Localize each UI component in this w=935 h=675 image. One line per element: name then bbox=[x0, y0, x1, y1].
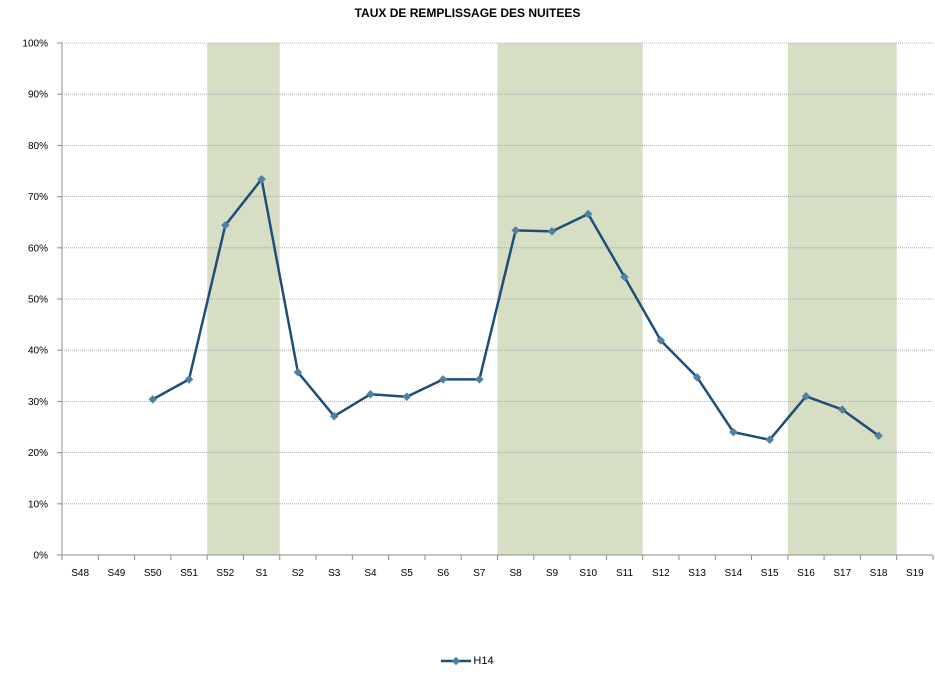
y-tick-label: 60% bbox=[28, 243, 48, 254]
x-tick-label: S5 bbox=[401, 568, 414, 579]
x-tick-label: S13 bbox=[688, 568, 706, 579]
data-point bbox=[874, 431, 883, 440]
data-point bbox=[329, 412, 339, 421]
data-point bbox=[438, 375, 448, 384]
x-tick-label: S4 bbox=[364, 568, 377, 579]
x-tick-label: S7 bbox=[473, 568, 486, 579]
y-tick-label: 50% bbox=[28, 295, 48, 306]
data-point bbox=[148, 395, 157, 404]
data-point bbox=[184, 375, 194, 384]
data-point bbox=[402, 392, 412, 402]
x-tick-label: S16 bbox=[797, 568, 815, 579]
x-tick-label: S50 bbox=[144, 568, 162, 579]
chart-title: TAUX DE REMPLISSAGE DES NUITEES bbox=[354, 6, 581, 20]
x-axis-tick-labels: S48 S49 S50 S51 S52 S1 S2 S3 S4 S5 S6 S7 S8 S9 S10 S11 S… bbox=[71, 568, 924, 579]
y-tick-label: 10% bbox=[28, 499, 48, 510]
x-tick-label: S14 bbox=[724, 568, 742, 579]
data-point bbox=[221, 221, 230, 230]
data-point bbox=[729, 427, 738, 437]
data-point bbox=[692, 373, 702, 382]
x-tick-label: S48 bbox=[71, 568, 89, 579]
x-tick-label: S10 bbox=[579, 568, 597, 579]
data-point bbox=[293, 367, 303, 377]
y-tick-label: 100% bbox=[22, 39, 48, 50]
x-tick-label: S49 bbox=[108, 568, 126, 579]
x-tick-label: S9 bbox=[546, 568, 559, 579]
data-point bbox=[257, 174, 266, 184]
data-point bbox=[838, 405, 847, 414]
y-tick-label: 80% bbox=[28, 141, 48, 152]
y-tick-label: 90% bbox=[28, 90, 48, 101]
data-point bbox=[765, 435, 774, 445]
x-tick-label: S2 bbox=[292, 568, 305, 579]
y-tick-label: 70% bbox=[28, 192, 48, 203]
data-point bbox=[475, 375, 484, 384]
y-tick-label: 20% bbox=[28, 448, 48, 459]
y-axis-tick-labels: 0% 10% 20% 30% 40% 50% 60% 70% 80% 90% 100% bbox=[22, 39, 48, 562]
x-tick-label: S8 bbox=[510, 568, 523, 579]
axes bbox=[57, 42, 934, 560]
x-tick-label: S15 bbox=[761, 568, 779, 579]
x-tick-label: S6 bbox=[437, 568, 450, 579]
legend-swatch-h14 bbox=[441, 656, 472, 666]
x-tick-label: S19 bbox=[906, 568, 924, 579]
series-h14 bbox=[148, 174, 883, 445]
x-tick-label: S51 bbox=[180, 568, 198, 579]
x-tick-label: S3 bbox=[328, 568, 341, 579]
y-tick-label: 40% bbox=[28, 346, 48, 357]
data-point bbox=[801, 392, 811, 401]
x-tick-label: S52 bbox=[216, 568, 234, 579]
data-point bbox=[620, 272, 629, 282]
x-tick-label: S1 bbox=[255, 568, 268, 579]
legend-label-h14: H14 bbox=[473, 655, 494, 667]
y-tick-label: 0% bbox=[34, 551, 49, 562]
highlight-band-s52-s1 bbox=[207, 43, 280, 555]
x-tick-label: S11 bbox=[616, 568, 633, 579]
data-point bbox=[366, 389, 375, 399]
x-tick-label: S18 bbox=[870, 568, 888, 579]
y-tick-label: 30% bbox=[28, 397, 48, 408]
legend: H14 bbox=[0, 655, 935, 667]
x-tick-label: S12 bbox=[652, 568, 670, 579]
data-point bbox=[656, 336, 666, 345]
x-tick-label: S17 bbox=[833, 568, 851, 579]
